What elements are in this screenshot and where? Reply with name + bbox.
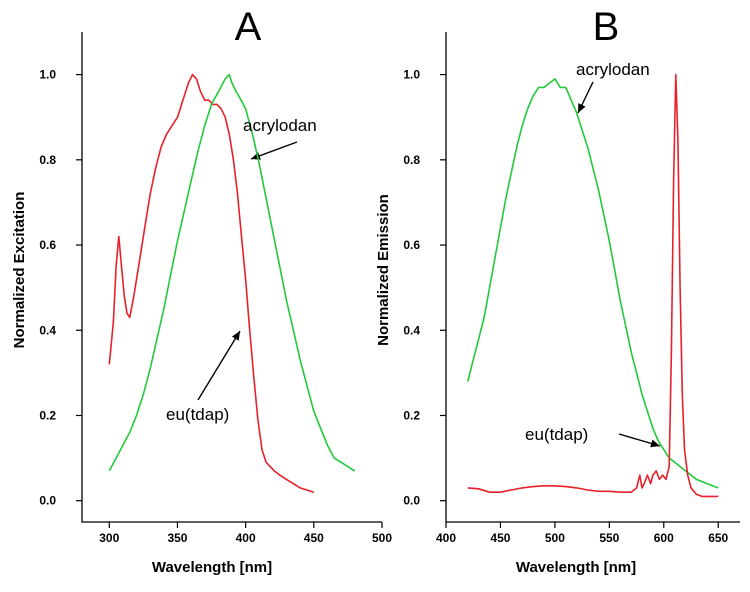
panel-a-y-tick-label: 1.0 [39,68,56,82]
panel-b-y-tick-label: 0.6 [403,238,420,252]
panel-b-y-tick-label: 0.4 [403,323,420,337]
panel-a-acrylodan-line [108,73,356,472]
panel-b-axes: 400 450 500 550 600 650 0.0 0.2 0.4 0.6 0.8 1.0 [403,32,740,545]
panel-a-eutdap-line [108,73,315,493]
panel-b-y-tick-label: 0.2 [403,408,420,422]
panel-b-x-tick-label: 400 [436,531,456,545]
panel-a-x-axis-label: Wavelength [nm] [152,559,272,576]
panel-a: A Wavelength [nm] Normalized Excitation … [11,5,392,576]
panel-a-x-tick-label: 350 [167,531,187,545]
panel-a-axis-frame [81,32,382,523]
panel-b: B Wavelength [nm] Normalized Emission 40… [375,5,740,576]
panel-a-plot-area [108,73,356,493]
panel-b-annotation-arrowhead [650,439,660,448]
panel-b-y-axis-label: Normalized Emission [375,194,392,346]
panel-a-annotation-arrow [197,330,241,401]
panel-a-x-tick-label: 450 [304,531,324,545]
panel-a-x-tick-label: 500 [372,531,392,545]
panel-b-x-tick-label: 650 [708,531,728,545]
panel-b-x-tick-label: 550 [599,531,619,545]
panel-a-y-tick-label: 0.0 [39,494,56,508]
panel-a-y-tick-label: 0.8 [39,153,56,167]
panel-a-x-tick-label: 300 [99,531,119,545]
panel-b-letter: B [593,5,620,49]
panel-b-y-tick-label: 0.8 [403,153,420,167]
panel-a-acrylodan-annotation: acrylodan [243,116,317,135]
panel-b-y-tick-label: 1.0 [403,68,420,82]
panel-b-x-tick-label: 500 [545,531,565,545]
panel-a-annotation-arrowhead [251,152,261,160]
panel-b-acrylodan-annotation: acrylodan [576,60,650,79]
panel-b-eutdap-line [467,73,719,498]
panel-a-annotations: acrylodan eu(tdap) [166,116,317,424]
panel-b-x-tick-label: 600 [654,531,674,545]
panel-b-acrylodan-line [467,78,719,489]
panel-b-x-axis-label: Wavelength [nm] [516,559,636,576]
panel-a-letter: A [235,5,262,49]
panel-a-x-tick-label: 400 [236,531,256,545]
panel-a-eutdap-annotation: eu(tdap) [166,405,229,424]
panel-b-axis-frame [445,32,740,523]
panel-a-annotation-arrowhead [231,331,240,341]
panel-b-annotations: acrylodan eu(tdap) [525,60,650,444]
panel-b-eutdap-annotation: eu(tdap) [525,425,588,444]
panel-b-plot-area [467,73,719,498]
panel-a-y-tick-label: 0.2 [39,408,56,422]
panel-b-x-tick-label: 450 [490,531,510,545]
panel-a-y-tick-label: 0.6 [39,238,56,252]
panel-a-axes: 300 350 400 450 500 0.0 0.2 0.4 0.6 0.8 1.0 [39,32,392,545]
panel-a-y-tick-label: 0.4 [39,323,56,337]
panel-a-y-axis-label: Normalized Excitation [11,192,28,349]
panel-b-y-tick-label: 0.0 [403,494,420,508]
panel-b-annotation-arrowhead [578,103,586,113]
